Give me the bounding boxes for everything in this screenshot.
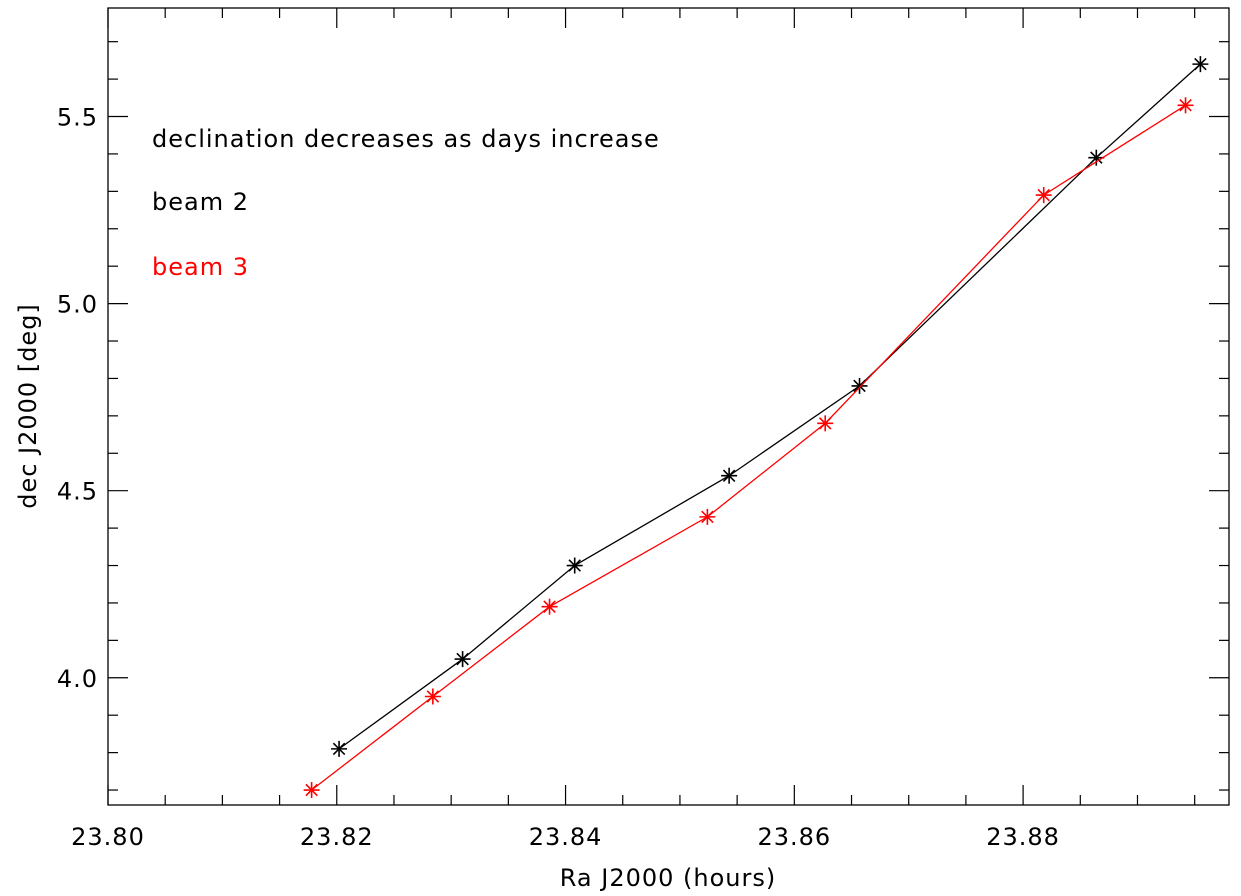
data-point xyxy=(817,415,834,432)
data-point xyxy=(851,377,868,394)
x-tick-label: 23.82 xyxy=(300,823,374,851)
legend-beam-3: beam 3 xyxy=(152,253,249,281)
plot-frame xyxy=(107,7,1230,806)
annotation-text: declination decreases as days increase xyxy=(152,125,660,153)
x-axis-label: Ra J2000 (hours) xyxy=(560,864,776,892)
x-tick-label: 23.88 xyxy=(986,823,1060,851)
data-point xyxy=(1177,97,1194,114)
y-tick-label: 4.0 xyxy=(57,665,98,693)
data-point xyxy=(541,598,558,615)
data-point xyxy=(454,651,471,668)
x-tick-label: 23.80 xyxy=(71,823,145,851)
data-point xyxy=(1192,56,1209,73)
data-point xyxy=(721,467,738,484)
series-line-beam-2 xyxy=(338,63,1201,750)
y-axis-label: dec J2000 [deg] xyxy=(14,303,42,509)
y-tick-label: 5.5 xyxy=(57,104,98,132)
data-point xyxy=(331,740,348,757)
y-tick-labels: 4.0 4.5 5.0 5.5 xyxy=(57,104,98,693)
x-tick-label: 23.84 xyxy=(529,823,603,851)
legend-beam-2: beam 2 xyxy=(152,188,249,216)
axis-ticks xyxy=(107,8,1229,805)
x-tick-label: 23.86 xyxy=(757,823,831,851)
series-line-beam-3 xyxy=(311,104,1186,791)
y-tick-label: 4.5 xyxy=(57,478,98,506)
series-layer xyxy=(303,56,1209,799)
y-tick-label: 5.0 xyxy=(57,291,98,319)
data-point xyxy=(424,688,441,705)
data-point xyxy=(699,508,716,525)
data-point xyxy=(566,557,583,574)
data-point xyxy=(303,782,320,799)
data-point xyxy=(1035,187,1052,204)
x-tick-labels: 23.80 23.82 23.84 23.86 23.88 xyxy=(71,823,1060,851)
